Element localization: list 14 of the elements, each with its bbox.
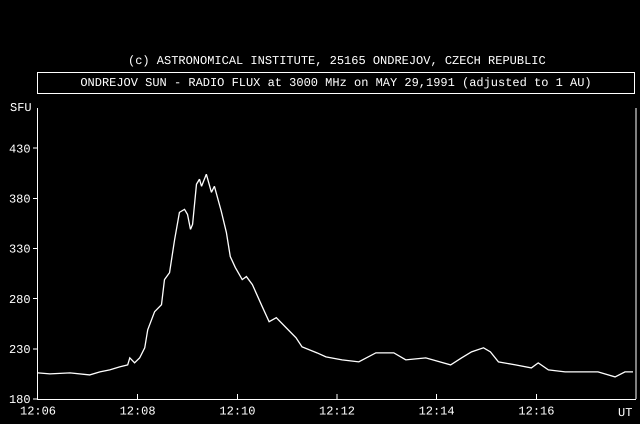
x-tick-label: 12:14	[418, 404, 455, 418]
y-tick-label: 430	[8, 142, 31, 156]
x-tick-label: 12:16	[518, 404, 554, 418]
x-tick-label: 12:10	[219, 404, 256, 418]
x-axis-title: UT	[618, 406, 632, 420]
chart-title: ONDREJOV SUN - RADIO FLUX at 3000 MHz on MAY 29,1991 (adjusted to 1 AU)	[80, 76, 592, 90]
text: (c) ASTRONOMICAL INSTITUTE, 25165 ONDREJOV, CZECH REPUBLIC	[128, 54, 546, 68]
x-tick-label: 12:08	[120, 404, 156, 418]
y-tick-label: 330	[8, 242, 31, 257]
y-axis-title: SFU	[10, 101, 32, 115]
x-tick-label: 12:12	[318, 404, 356, 418]
y-tick-label: 380	[8, 192, 31, 207]
y-tick-label: 280	[8, 292, 31, 307]
y-tick-label: 230	[8, 343, 31, 358]
